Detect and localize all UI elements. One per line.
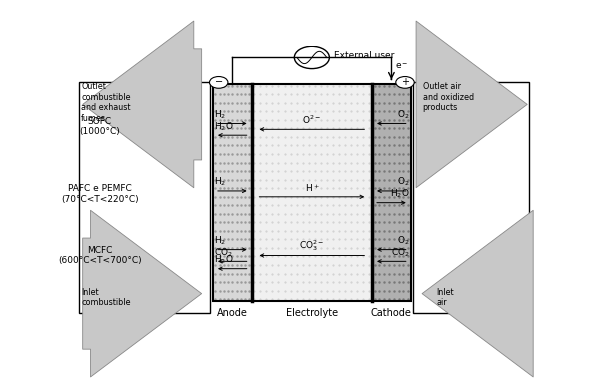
Circle shape bbox=[209, 77, 228, 88]
Text: MCFC
(600°C<T<700°C): MCFC (600°C<T<700°C) bbox=[58, 246, 142, 265]
Text: −: − bbox=[215, 77, 223, 87]
Text: O$_2$: O$_2$ bbox=[397, 234, 409, 247]
Text: CO$_2$: CO$_2$ bbox=[214, 247, 233, 259]
Bar bbox=[79, 82, 211, 313]
Text: Inlet
air: Inlet air bbox=[436, 288, 454, 307]
Text: External user: External user bbox=[334, 51, 394, 61]
Text: O$_2$: O$_2$ bbox=[397, 108, 409, 121]
Text: Electrolyte: Electrolyte bbox=[286, 308, 338, 318]
Text: H$_2$O: H$_2$O bbox=[214, 254, 234, 266]
Bar bbox=[213, 84, 411, 301]
Text: Outlet air
and oxidized
products: Outlet air and oxidized products bbox=[422, 82, 474, 112]
Text: Cathode: Cathode bbox=[371, 308, 412, 318]
Text: H$_2$: H$_2$ bbox=[214, 234, 226, 247]
Bar bbox=[213, 84, 252, 301]
Text: H$_2$: H$_2$ bbox=[214, 108, 226, 121]
Text: e$^-$: e$^-$ bbox=[395, 62, 409, 72]
Text: O$^{2-}$: O$^{2-}$ bbox=[302, 114, 321, 126]
Text: H$_2$: H$_2$ bbox=[214, 176, 226, 188]
Bar bbox=[414, 82, 528, 313]
Text: SOFC
(1000°C): SOFC (1000°C) bbox=[79, 117, 120, 136]
Bar bbox=[372, 84, 411, 301]
Text: H$_2$O: H$_2$O bbox=[390, 188, 409, 200]
Text: CO$_3^{2-}$: CO$_3^{2-}$ bbox=[299, 238, 324, 253]
Text: H$_2$O: H$_2$O bbox=[214, 120, 234, 133]
Text: H$^+$: H$^+$ bbox=[305, 182, 319, 194]
Text: Outlet
combustible
and exhaust
fumes: Outlet combustible and exhaust fumes bbox=[82, 82, 131, 123]
Text: CO$_2$: CO$_2$ bbox=[391, 247, 409, 259]
Text: Anode: Anode bbox=[217, 308, 248, 318]
Bar bbox=[252, 84, 372, 301]
Circle shape bbox=[396, 77, 414, 88]
Text: PAFC e PEMFC
(70°C<T<220°C): PAFC e PEMFC (70°C<T<220°C) bbox=[61, 184, 139, 203]
Text: Inlet
combustible: Inlet combustible bbox=[82, 288, 131, 307]
Text: O$_2$: O$_2$ bbox=[397, 176, 409, 188]
Text: +: + bbox=[401, 77, 409, 87]
